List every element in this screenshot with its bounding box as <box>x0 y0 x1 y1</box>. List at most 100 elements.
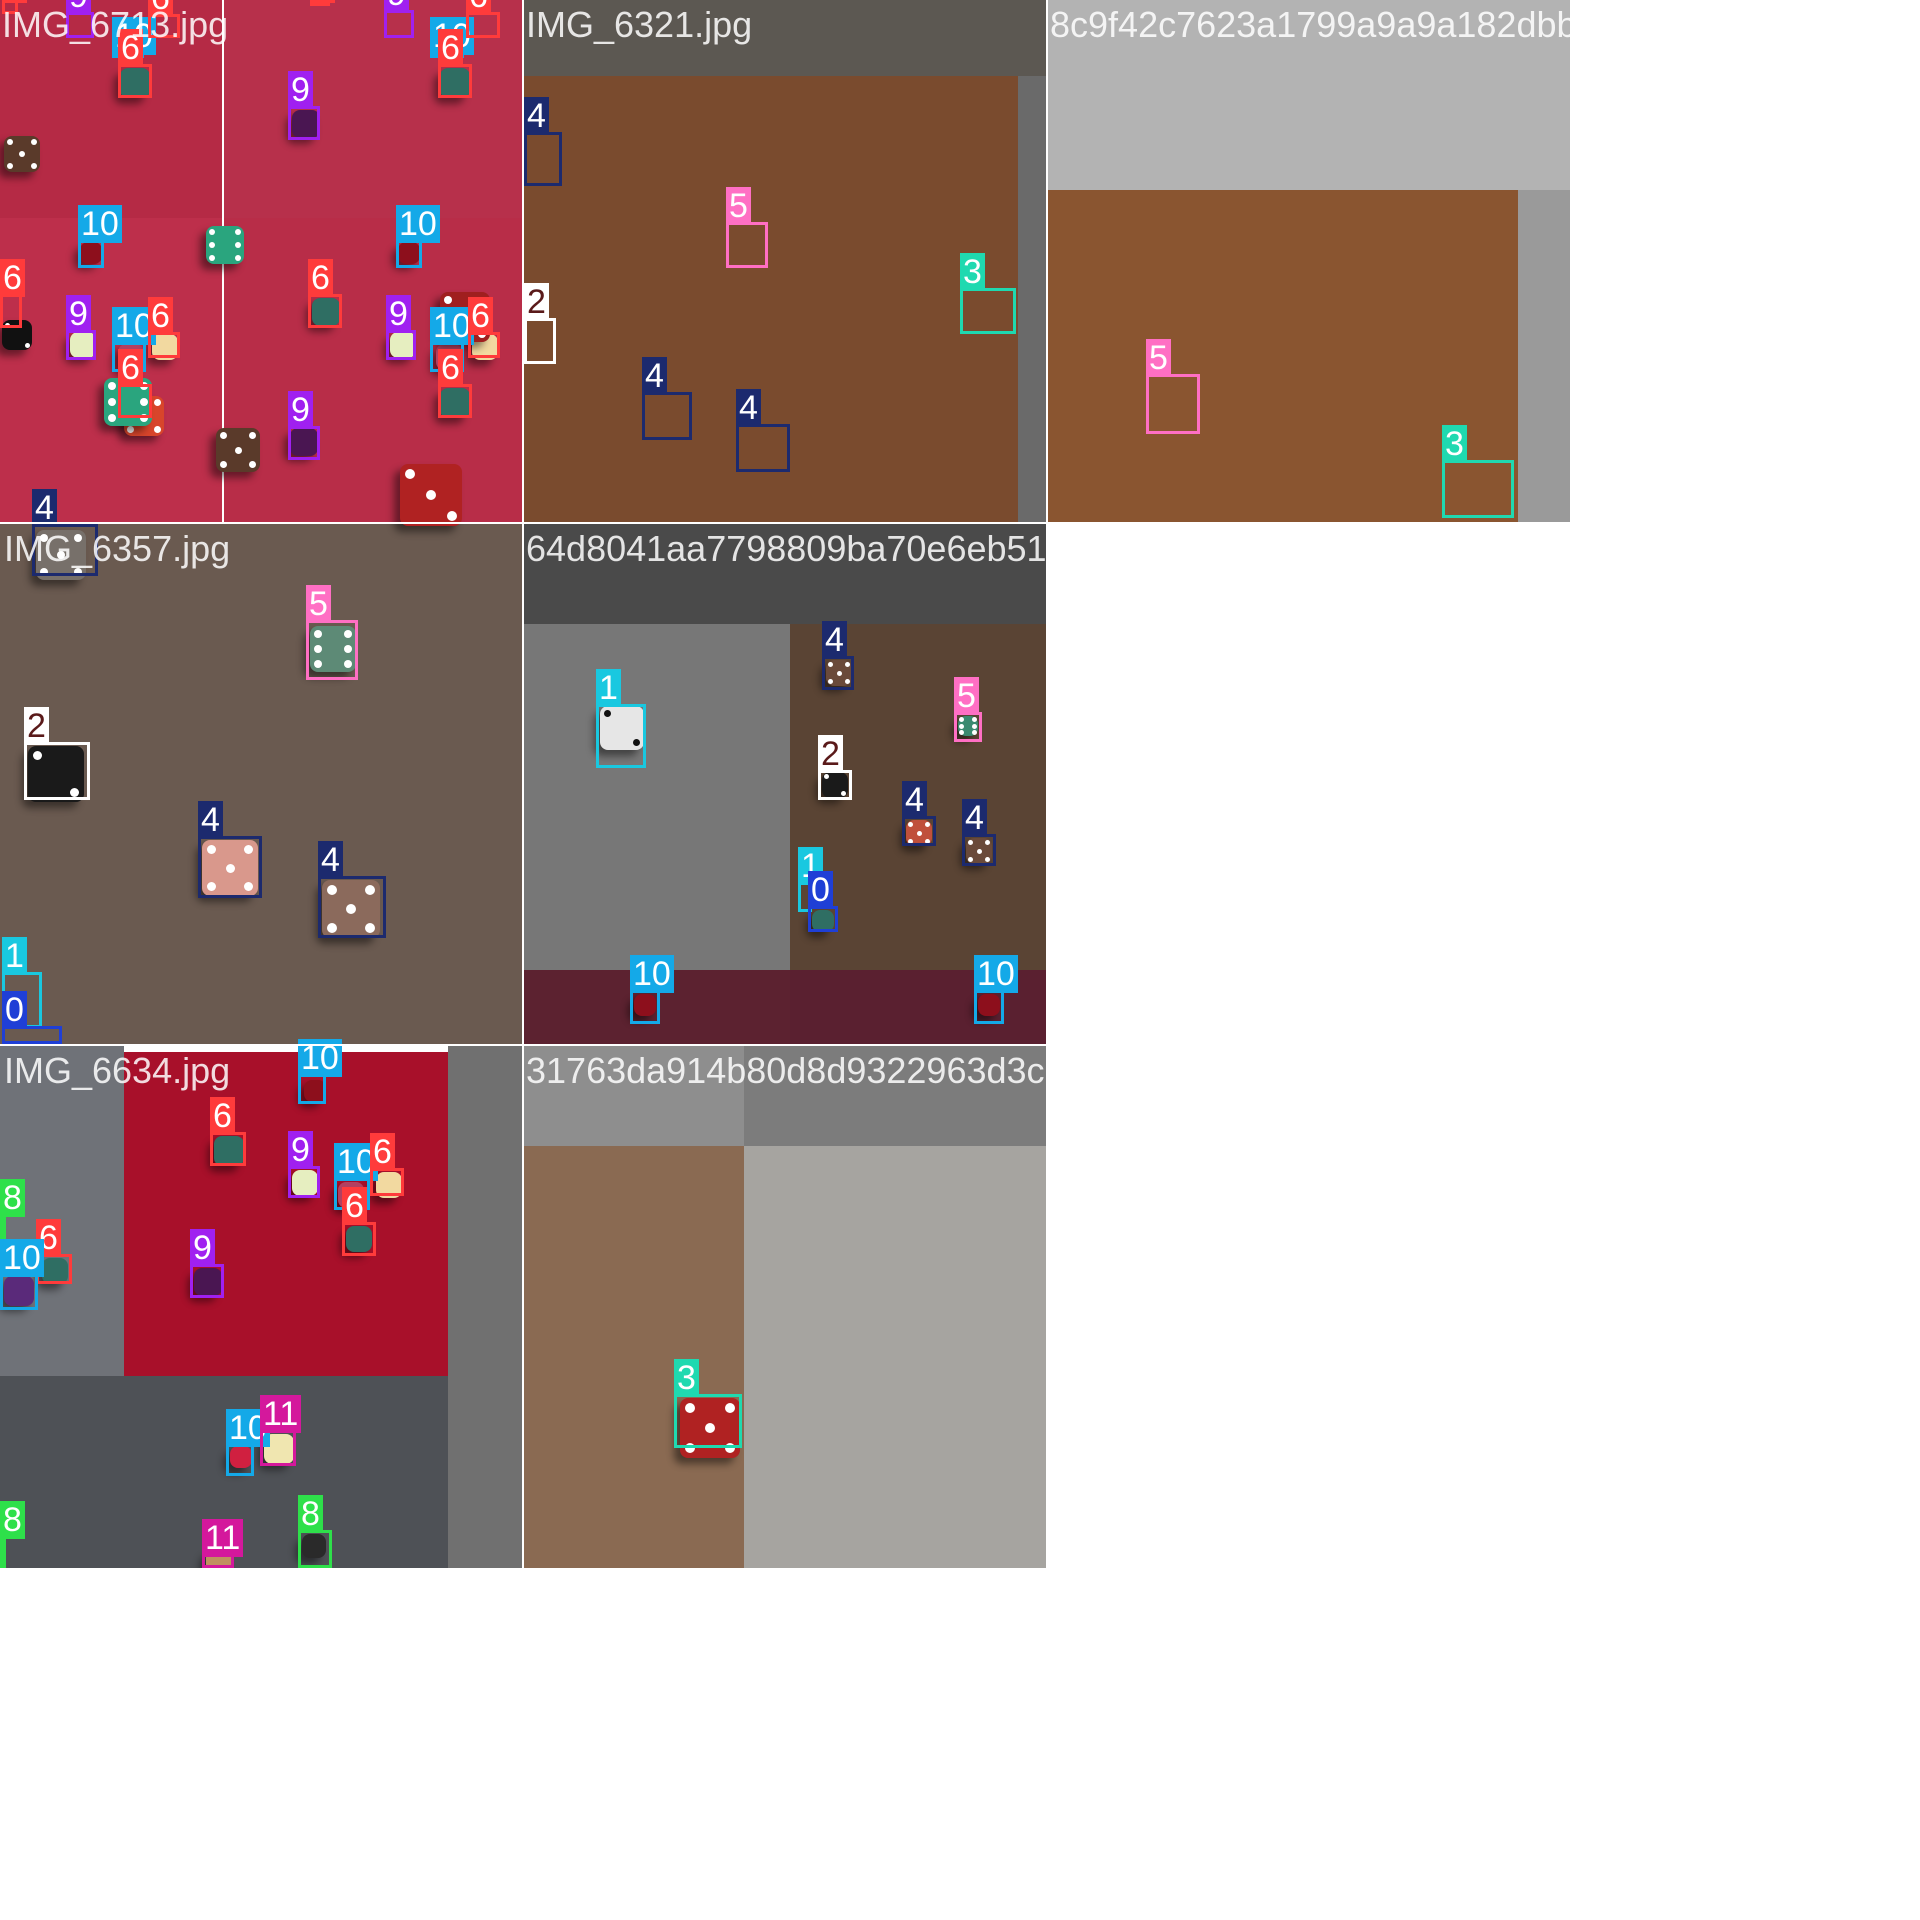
die-pip <box>967 839 973 845</box>
die <box>230 1446 252 1468</box>
die <box>4 136 40 172</box>
tile-filename: IMG_6321.jpg <box>526 4 753 45</box>
die-pip <box>925 839 931 845</box>
die-pip <box>958 730 964 736</box>
class-label: 11 <box>202 1519 244 1557</box>
die <box>292 110 320 138</box>
die-pip <box>972 716 978 722</box>
bounding-box-class-4: 4 <box>32 489 98 576</box>
die <box>70 332 96 358</box>
class-label: 8 <box>0 1501 25 1539</box>
class-label: 3 <box>674 1359 699 1397</box>
die <box>906 820 932 846</box>
die-pip <box>206 882 216 892</box>
image-region <box>524 524 1046 624</box>
die-pip <box>426 490 436 500</box>
die-pip <box>219 461 227 469</box>
class-label: 4 <box>902 781 927 819</box>
die-pip <box>985 857 991 863</box>
image-region <box>1048 190 1518 522</box>
bounding-box-class-6: 6 <box>438 349 472 418</box>
class-label: 4 <box>198 801 223 839</box>
bounding-box-class-3: 3 <box>674 1359 742 1448</box>
class-label: 9 <box>288 391 313 429</box>
die-pip <box>234 242 241 248</box>
die <box>958 716 978 736</box>
die <box>216 428 260 472</box>
class-label: 9 <box>66 0 91 15</box>
die <box>302 1534 326 1558</box>
bounding-box-class-6: 6 <box>210 1097 246 1166</box>
die-pip <box>249 431 257 439</box>
die <box>398 242 420 264</box>
class-label: 5 <box>1146 339 1171 377</box>
die-pip <box>444 296 453 305</box>
die <box>400 464 462 526</box>
die-pip <box>313 645 322 653</box>
die-pip <box>907 821 913 827</box>
bounding-box-class-6: 6 <box>118 349 152 418</box>
bounding-box-class-2: 2 <box>24 707 90 800</box>
class-label: 8 <box>0 1179 25 1217</box>
die <box>390 332 416 358</box>
die-pip <box>346 904 356 914</box>
bounding-box-class-6: 6 <box>148 297 180 358</box>
class-label: 3 <box>960 253 985 291</box>
die <box>978 994 1000 1016</box>
class-label: 4 <box>32 489 57 527</box>
die-pip <box>344 629 353 638</box>
image-region <box>224 218 522 522</box>
image-region <box>0 0 222 218</box>
tile-gap <box>0 522 1048 524</box>
tile-gap <box>0 1044 1048 1046</box>
image-region <box>524 1146 744 1568</box>
bounding-box-class-5: 5 <box>954 677 982 742</box>
class-label: 6 <box>148 297 173 335</box>
bounding-box-class-4: 4 <box>902 781 936 846</box>
image-region <box>448 1376 522 1568</box>
bounding-box-class-4: 4 <box>962 799 996 866</box>
bounding-box-class-6: 6 <box>370 1133 404 1196</box>
die-pip <box>7 139 13 145</box>
class-label: 6 <box>0 259 25 297</box>
class-label: 6 <box>308 259 333 297</box>
class-label: 6 <box>118 349 143 387</box>
class-label: 5 <box>726 187 751 225</box>
tile-filename: IMG_6634.jpg <box>4 1050 231 1091</box>
die <box>36 530 86 580</box>
die-pip <box>967 857 973 863</box>
die-pip <box>31 139 37 145</box>
die <box>310 626 356 672</box>
die-pip <box>603 709 611 717</box>
die-pip <box>705 1423 715 1433</box>
bounding-box-class-4: 4 <box>318 841 386 938</box>
image-region <box>0 218 222 522</box>
die-pip <box>725 1443 735 1453</box>
image-region <box>524 0 1046 76</box>
die-pip <box>140 398 148 406</box>
die <box>600 706 644 750</box>
tile-filename: IMG_6713.jpg <box>2 4 229 45</box>
bounding-box-class-5: 5 <box>726 187 768 268</box>
die <box>28 746 84 802</box>
bounding-box-class-6: 6 <box>342 1187 376 1256</box>
bounding-box-class-4: 4 <box>642 357 692 440</box>
class-label: 6 <box>118 29 143 67</box>
die-pip <box>633 739 641 747</box>
bounding-box-class-9: 9 <box>190 1229 224 1298</box>
bounding-box-class-8: 8 <box>298 1495 332 1568</box>
die-pip <box>32 750 42 760</box>
die <box>440 388 470 418</box>
die-pip <box>249 461 257 469</box>
die-pip <box>7 163 13 169</box>
die-pip <box>209 254 216 261</box>
class-label: 1 <box>596 669 621 707</box>
bounding-box-class-4: 4 <box>822 621 854 690</box>
die-pip <box>958 723 964 729</box>
die-pip <box>344 660 353 669</box>
class-label: 10 <box>630 955 674 993</box>
tile-gap <box>1046 0 1048 1568</box>
bounding-box-class-6: 6 <box>466 0 500 38</box>
class-label: 0 <box>2 991 27 1029</box>
bounding-box-class-6: 6 <box>438 29 472 98</box>
